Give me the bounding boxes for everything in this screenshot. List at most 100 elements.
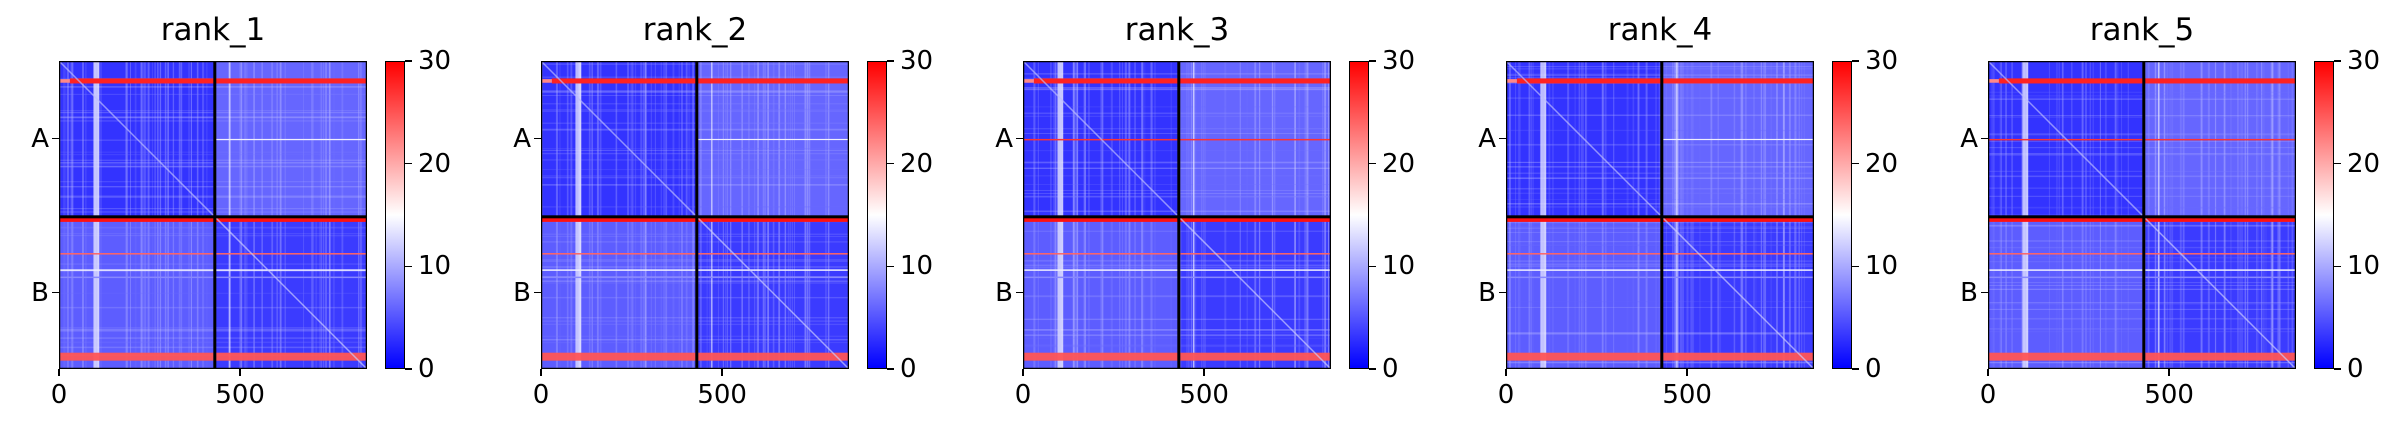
texture-row [1506,74,1814,76]
x-tick-mark [239,369,241,376]
error-row-line [1023,277,1331,279]
texture-row [1506,244,1814,246]
texture-column [2239,61,2240,369]
high-error-column [2026,61,2028,369]
texture-row [1506,188,1814,190]
texture-column [645,61,647,369]
texture-column [2256,61,2257,369]
texture-row [1506,265,1814,266]
texture-column [197,61,199,369]
texture-row [541,336,849,337]
y-tick-label: A [9,124,49,154]
texture-column [1801,61,1802,369]
colorbar [385,61,405,369]
y-tick-label: B [9,278,49,308]
colorbar-tick-mark [887,163,894,165]
texture-row [541,150,849,151]
texture-column [635,61,636,369]
texture-column [1518,61,1519,369]
texture-row [1506,333,1814,334]
colorbar-tick-mark [1369,266,1376,268]
chain-break-horizontal [541,215,849,218]
error-row-line [1506,277,1814,279]
y-tick-mark [52,138,59,140]
texture-row [1988,309,2296,310]
colorbar-tick-mark [1369,163,1376,165]
texture-column [592,61,593,369]
x-tick-mark [721,369,723,376]
texture-column [1638,61,1640,369]
texture-column [67,61,69,369]
texture-row [1506,115,1814,117]
texture-column [1515,61,1516,369]
texture-row [541,129,849,130]
texture-column [141,61,143,369]
x-tick-mark [1987,369,1989,376]
texture-column [1682,61,1684,369]
texture-column [600,61,602,369]
texture-column [1581,61,1582,369]
texture-row [59,166,367,168]
texture-column [809,61,811,369]
colorbar-tick-mark [1852,368,1859,370]
texture-column [718,61,719,369]
texture-row [59,342,367,344]
high-error-column [1061,61,1063,369]
texture-column [773,61,774,369]
texture-row [1023,87,1331,89]
texture-column [730,61,731,369]
x-tick-mark [540,369,542,376]
texture-column [145,61,146,369]
texture-row [1988,147,2296,148]
colorbar-tick-label: 30 [2347,46,2380,76]
panel-title: rank_1 [59,10,367,50]
texture-column [85,61,86,369]
chain-break-horizontal [1506,215,1814,218]
error-row-line [541,253,849,255]
texture-row [1988,261,2296,262]
texture-row [59,152,367,153]
texture-row [541,259,849,261]
error-row-line [1988,253,2296,255]
texture-column [700,61,701,369]
colorbar-tick-mark [887,60,894,62]
texture-column [325,61,326,369]
texture-row [1023,133,1331,134]
high-error-column [711,61,712,369]
pae-heatmap [1506,61,1814,369]
texture-row [541,317,849,318]
texture-row [1023,116,1331,117]
texture-column [1633,61,1635,369]
texture-column [1582,61,1584,369]
texture-column [65,61,66,369]
high-error-row-band [552,78,849,83]
texture-column [1682,61,1683,369]
texture-column [1532,61,1534,369]
colorbar-tick-label: 0 [418,354,435,384]
error-row-line [1506,253,1814,255]
texture-column [323,61,325,369]
colorbar-tick-mark [1852,163,1859,165]
texture-row [541,91,849,92]
texture-column [2271,61,2273,369]
texture-column [179,61,180,369]
texture-row [1023,295,1331,297]
pae-heatmap [1023,61,1331,369]
colorbar-tick-mark [1369,60,1376,62]
texture-column [779,61,780,369]
texture-column [2241,61,2242,369]
texture-column [2115,61,2117,369]
texture-column [1529,61,1530,369]
high-error-row-band [1988,79,1999,83]
texture-column [253,61,254,369]
texture-column [1567,61,1569,369]
texture-column [71,61,73,369]
texture-column [723,61,724,369]
x-tick-mark [1022,369,1024,376]
colorbar-tick-label: 30 [418,46,451,76]
texture-column [277,61,278,369]
error-row-line [541,277,849,279]
chain-break-vertical [2142,61,2145,369]
colorbar [867,61,887,369]
y-tick-label: A [491,124,531,154]
